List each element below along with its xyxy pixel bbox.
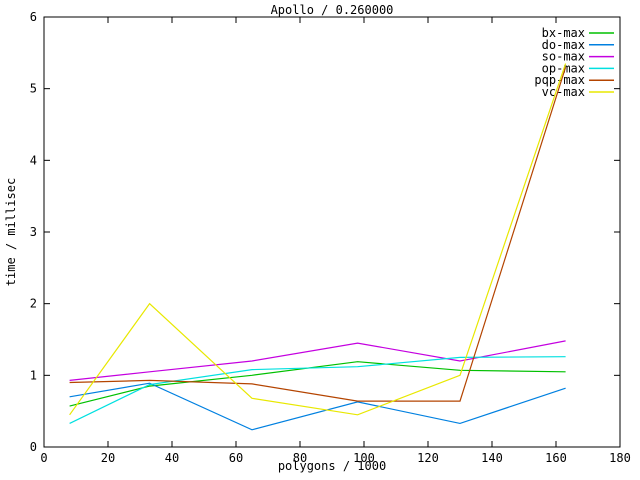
legend-label-so-max: so-max	[542, 50, 585, 64]
y-tick-label: 4	[30, 153, 37, 167]
x-tick-label: 140	[481, 451, 503, 465]
series-line-op-max	[69, 356, 566, 424]
x-tick-label: 160	[545, 451, 567, 465]
x-tick-label: 20	[101, 451, 115, 465]
y-tick-label: 1	[30, 368, 37, 382]
x-tick-label: 0	[40, 451, 47, 465]
x-tick-label: 40	[165, 451, 179, 465]
chart-title: Apollo / 0.260000	[271, 3, 394, 17]
x-tick-label: 100	[353, 451, 375, 465]
legend-label-bx-max: bx-max	[542, 26, 585, 40]
chart-series	[69, 63, 567, 431]
axis-ticks: 0 20 40 60 80 100 120 140 160 180 0 1 2 3 4 5 6	[30, 10, 631, 465]
x-tick-label: 180	[609, 451, 631, 465]
y-tick-label: 3	[30, 225, 37, 239]
y-tick-label: 0	[30, 440, 37, 454]
x-tick-label: 80	[293, 451, 307, 465]
x-axis-label: polygons / 1000	[278, 459, 386, 473]
series-line-so-max	[69, 340, 566, 381]
y-tick-label: 2	[30, 297, 37, 311]
y-axis-label: time / millisec	[4, 178, 18, 286]
y-tick-label: 6	[30, 10, 37, 24]
y-tick-label: 5	[30, 82, 37, 96]
series-line-vc-max	[69, 63, 567, 416]
x-tick-label: 60	[229, 451, 243, 465]
legend-label-do-max: do-max	[542, 38, 585, 52]
legend-label-op-max: op-max	[542, 61, 585, 75]
series-line-pqp-max	[69, 67, 567, 402]
legend-label-vc-max: vc-max	[542, 85, 585, 99]
series-line-do-max	[69, 382, 566, 431]
x-tick-label: 120	[417, 451, 439, 465]
